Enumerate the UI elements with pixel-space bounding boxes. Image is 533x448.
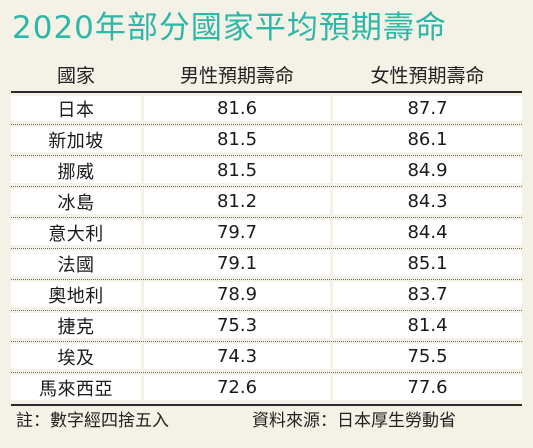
- male-value-cell: 81.5: [216, 160, 258, 181]
- male-value-cell: 74.3: [216, 346, 258, 367]
- country-cell: 法國: [57, 254, 95, 276]
- cell-background: [333, 282, 522, 307]
- country-cell: 冰島: [57, 192, 95, 214]
- row-divider: [11, 310, 522, 311]
- male-value-cell: 79.1: [216, 253, 258, 274]
- female-value-cell: 81.4: [407, 315, 448, 336]
- cell-background: [333, 96, 522, 121]
- table-row: 挪威 81.5 84.9: [11, 155, 522, 186]
- table-row: 冰島 81.2 84.3: [11, 186, 522, 217]
- female-value-cell: 75.5: [407, 346, 448, 367]
- male-value-cell: 72.6: [216, 377, 258, 398]
- header-divider: [11, 91, 522, 93]
- cell-background: [144, 189, 330, 214]
- rounding-note: 註：數字經四捨五入: [16, 411, 169, 431]
- table-row: 意大利 79.7 84.4: [11, 217, 522, 248]
- female-value-cell: 84.4: [407, 222, 448, 243]
- row-divider: [11, 124, 522, 125]
- table-row: 法國 79.1 85.1: [11, 248, 522, 279]
- cell-background: [144, 158, 330, 183]
- cell-background: [11, 375, 141, 400]
- cell-background: [144, 127, 330, 152]
- chart-title: 2020年部分國家平均預期壽命: [12, 10, 447, 46]
- cell-background: [144, 313, 330, 338]
- cell-background: [333, 344, 522, 369]
- cell-background: [333, 313, 522, 338]
- female-value-cell: 87.7: [407, 98, 448, 119]
- table-row: 馬來西亞 72.6 77.6: [11, 372, 522, 403]
- row-divider: [11, 217, 522, 218]
- cell-background: [11, 127, 141, 152]
- cell-background: [11, 282, 141, 307]
- cell-background: [333, 189, 522, 214]
- country-cell: 新加坡: [48, 130, 104, 152]
- male-value-cell: 75.3: [216, 315, 258, 336]
- header-female: 女性預期壽命: [370, 65, 485, 87]
- cell-background: [144, 251, 330, 276]
- country-cell: 日本: [57, 99, 95, 121]
- cell-background: [144, 96, 330, 121]
- female-value-cell: 86.1: [407, 129, 448, 150]
- cell-background: [11, 189, 141, 214]
- cell-background: [333, 127, 522, 152]
- female-value-cell: 83.7: [407, 284, 448, 305]
- male-value-cell: 78.9: [216, 284, 258, 305]
- row-divider: [11, 155, 522, 156]
- table-row: 新加坡 81.5 86.1: [11, 124, 522, 155]
- country-cell: 馬來西亞: [39, 378, 113, 400]
- country-cell: 捷克: [57, 316, 95, 338]
- cell-background: [333, 375, 522, 400]
- country-cell: 意大利: [48, 223, 104, 245]
- row-divider: [11, 186, 522, 187]
- cell-background: [144, 220, 330, 245]
- table-row: 奧地利 78.9 83.7: [11, 279, 522, 310]
- table-row: 埃及 74.3 75.5: [11, 341, 522, 372]
- cell-background: [11, 158, 141, 183]
- cell-background: [333, 251, 522, 276]
- table-row: 捷克 75.3 81.4: [11, 310, 522, 341]
- cell-background: [333, 158, 522, 183]
- table-bottom-line: [11, 404, 522, 406]
- cell-background: [11, 344, 141, 369]
- cell-background: [333, 220, 522, 245]
- country-cell: 挪威: [57, 161, 95, 183]
- cell-background: [144, 282, 330, 307]
- cell-background: [11, 96, 141, 121]
- country-cell: 奧地利: [48, 285, 104, 307]
- header-country: 國家: [56, 65, 95, 87]
- female-value-cell: 84.3: [407, 191, 448, 212]
- female-value-cell: 85.1: [407, 253, 448, 274]
- life-expectancy-table: 國家 男性預期壽命 女性預期壽命 日本 81.6 87.7 新加坡 81.5 86.1 挪威…: [11, 58, 522, 406]
- female-value-cell: 77.6: [407, 377, 448, 398]
- male-value-cell: 81.6: [216, 98, 258, 119]
- data-source: 資料來源：日本厚生勞動省: [252, 411, 456, 431]
- row-divider: [11, 341, 522, 342]
- cell-background: [11, 251, 141, 276]
- male-value-cell: 81.2: [216, 191, 258, 212]
- cell-background: [11, 313, 141, 338]
- table-row: 日本 81.6 87.7: [11, 93, 522, 124]
- table-header: 國家 男性預期壽命 女性預期壽命: [11, 58, 522, 91]
- male-value-cell: 79.7: [216, 222, 258, 243]
- row-divider: [11, 279, 522, 280]
- male-value-cell: 81.5: [216, 129, 258, 150]
- country-cell: 埃及: [57, 347, 95, 369]
- header-male: 男性預期壽命: [179, 65, 294, 87]
- cell-background: [144, 344, 330, 369]
- row-divider: [11, 372, 522, 373]
- cell-background: [144, 375, 330, 400]
- row-divider: [11, 248, 522, 249]
- cell-background: [11, 220, 141, 245]
- female-value-cell: 84.9: [407, 160, 448, 181]
